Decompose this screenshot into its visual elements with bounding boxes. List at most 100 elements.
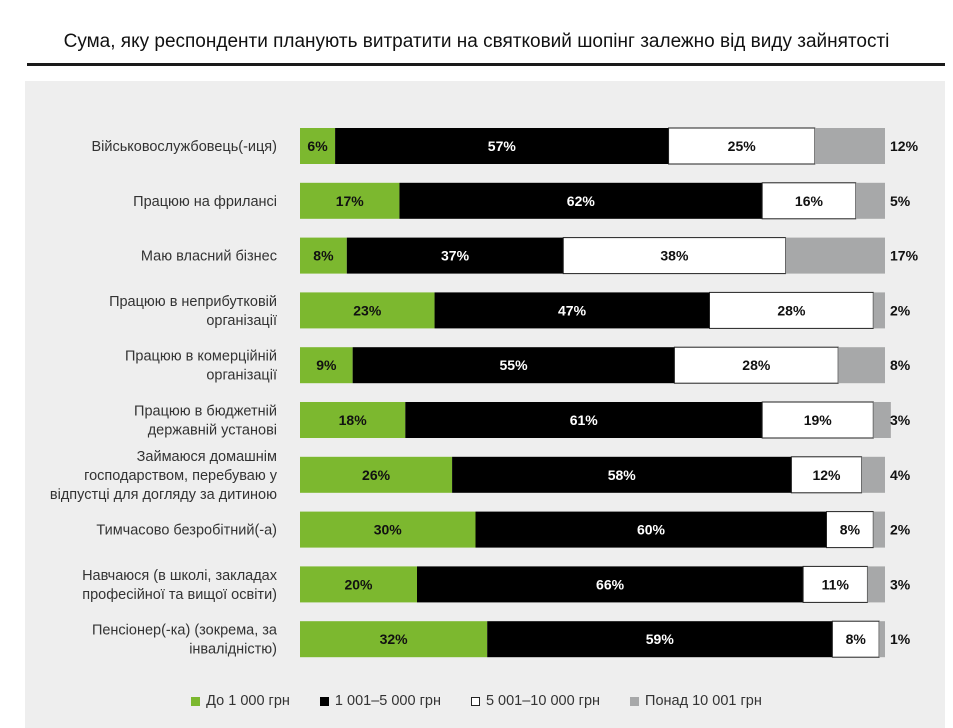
legend-swatch <box>319 696 329 706</box>
bar-segment <box>475 511 827 548</box>
bar-segment <box>873 292 885 329</box>
category-label: Маю власний бізнес <box>141 249 277 265</box>
category-label: Військовослужбовець(-иця) <box>91 139 277 155</box>
bar-segment <box>814 128 885 164</box>
data-label: 62% <box>567 193 596 209</box>
bar-segment <box>562 237 787 275</box>
data-label: 28% <box>777 302 806 318</box>
bar-segment <box>873 402 891 438</box>
data-label: 60% <box>637 522 666 538</box>
chart-plot: Військовослужбовець(-иця) 6% 57% 25% 12% Прац… <box>50 127 919 658</box>
data-label: 6% <box>307 138 328 154</box>
bar-row: Працюю на фрилансі 17% 62% 16% 5% <box>133 182 911 220</box>
data-label: 55% <box>500 357 529 373</box>
legend-item: 5 001–10 000 грн <box>470 693 601 709</box>
data-label: 32% <box>380 631 409 647</box>
data-label: 17% <box>890 248 919 264</box>
data-label: 47% <box>558 302 587 318</box>
bar-row: Тимчасово безробітний(-а) 30% 60% 8% 2% <box>96 511 911 549</box>
bar-segment <box>300 402 406 438</box>
bar-segment <box>831 620 880 658</box>
title-divider <box>27 63 945 66</box>
bar-segment <box>300 292 435 329</box>
legend-label: 1 001–5 000 грн <box>334 693 441 709</box>
data-label: 25% <box>728 138 757 154</box>
bar-segment <box>417 566 804 603</box>
data-label: 8% <box>313 248 334 264</box>
legend-label: До 1 000 грн <box>206 693 290 709</box>
bar-segment <box>434 292 710 329</box>
data-label: 17% <box>336 193 365 209</box>
category-label: Пенсіонер(-ка) (зокрема, за інвалідністю) <box>92 623 278 658</box>
data-label: 16% <box>795 193 824 209</box>
category-label: Працюю в бюджетній державній установі <box>134 404 277 439</box>
bar-segment <box>399 182 763 219</box>
legend-label: Понад 10 001 грн <box>645 693 762 709</box>
legend-swatch <box>191 696 201 706</box>
bar-segment <box>873 511 885 548</box>
data-label: 8% <box>890 357 911 373</box>
legend-item: Понад 10 001 грн <box>630 693 762 709</box>
data-label: 66% <box>596 576 625 592</box>
data-label: 59% <box>646 631 675 647</box>
bar-segment <box>300 566 417 603</box>
bar-segment <box>709 291 874 329</box>
legend-item: До 1 000 грн <box>191 693 290 709</box>
bar-segment <box>346 237 564 274</box>
category-label: Працюю на фрилансі <box>133 194 277 210</box>
bar-segment <box>838 347 885 384</box>
bar-row: Військовослужбовець(-иця) 6% 57% 25% 12% <box>91 127 919 165</box>
bar-segment <box>300 237 347 274</box>
bar-row: Маю власний бізнес 8% 37% 38% 17% <box>141 237 919 275</box>
data-label: 57% <box>488 138 517 154</box>
data-label: 8% <box>846 631 867 647</box>
data-label: 12% <box>812 467 841 483</box>
data-label: 3% <box>890 412 911 428</box>
data-label: 23% <box>353 302 382 318</box>
category-label: Навчаюся (в школі, закладах професійної т… <box>82 568 278 603</box>
category-label: Працюю в неприбутковій організації <box>109 294 277 329</box>
data-label: 58% <box>608 467 637 483</box>
data-label: 61% <box>570 412 599 428</box>
legend-item: 1 001–5 000 грн <box>319 693 441 709</box>
data-label: 30% <box>374 522 403 538</box>
data-label: 28% <box>742 357 771 373</box>
category-label: Займаюся домашнім господарством, перебува… <box>50 449 278 503</box>
bar-segment <box>300 456 453 493</box>
bar-segment <box>335 128 669 164</box>
data-label: 1% <box>890 631 911 647</box>
bar-segment <box>867 566 885 603</box>
chart-title: Сума, яку респонденти планують витратити… <box>63 31 890 52</box>
legend-swatch <box>470 696 480 706</box>
data-label: 20% <box>344 576 373 592</box>
data-label: 8% <box>840 522 861 538</box>
bar-row: Працюю в бюджетній державній установі 18% 6… <box>134 401 911 439</box>
bar-segment <box>300 621 488 658</box>
legend-swatch <box>630 696 640 706</box>
bar-segment <box>300 347 353 384</box>
bar-row: Працюю в неприбутковій організації 23% 47% 2… <box>109 291 911 329</box>
data-label: 11% <box>822 576 850 592</box>
data-label: 5% <box>890 193 911 209</box>
bar-segment <box>785 237 885 274</box>
bar-segment <box>300 182 400 219</box>
category-label: Працюю в комерційній організації <box>125 349 277 384</box>
bar-row: Працюю в комерційній організації 9% 55% 28% 8… <box>125 346 911 384</box>
bar-segment <box>300 128 336 164</box>
bar-segment <box>352 347 675 384</box>
legend-label: 5 001–10 000 грн <box>485 693 601 709</box>
category-label: Тимчасово безробітний(-а) <box>96 523 277 539</box>
data-label: 2% <box>890 302 911 318</box>
bar-segment <box>668 127 816 165</box>
bar-row: Займаюся домашнім господарством, перебува… <box>50 449 911 503</box>
bar-segment <box>790 456 863 494</box>
data-label: 19% <box>804 412 833 428</box>
data-label: 4% <box>890 467 911 483</box>
bar-segment <box>300 511 476 548</box>
data-label: 9% <box>316 357 337 373</box>
bar-segment <box>826 511 874 549</box>
bar-segment <box>879 621 885 658</box>
bar-row: Навчаюся (в школі, закладах професійної т… <box>82 565 911 603</box>
bar-segment <box>673 346 839 384</box>
data-label: 38% <box>660 248 689 264</box>
